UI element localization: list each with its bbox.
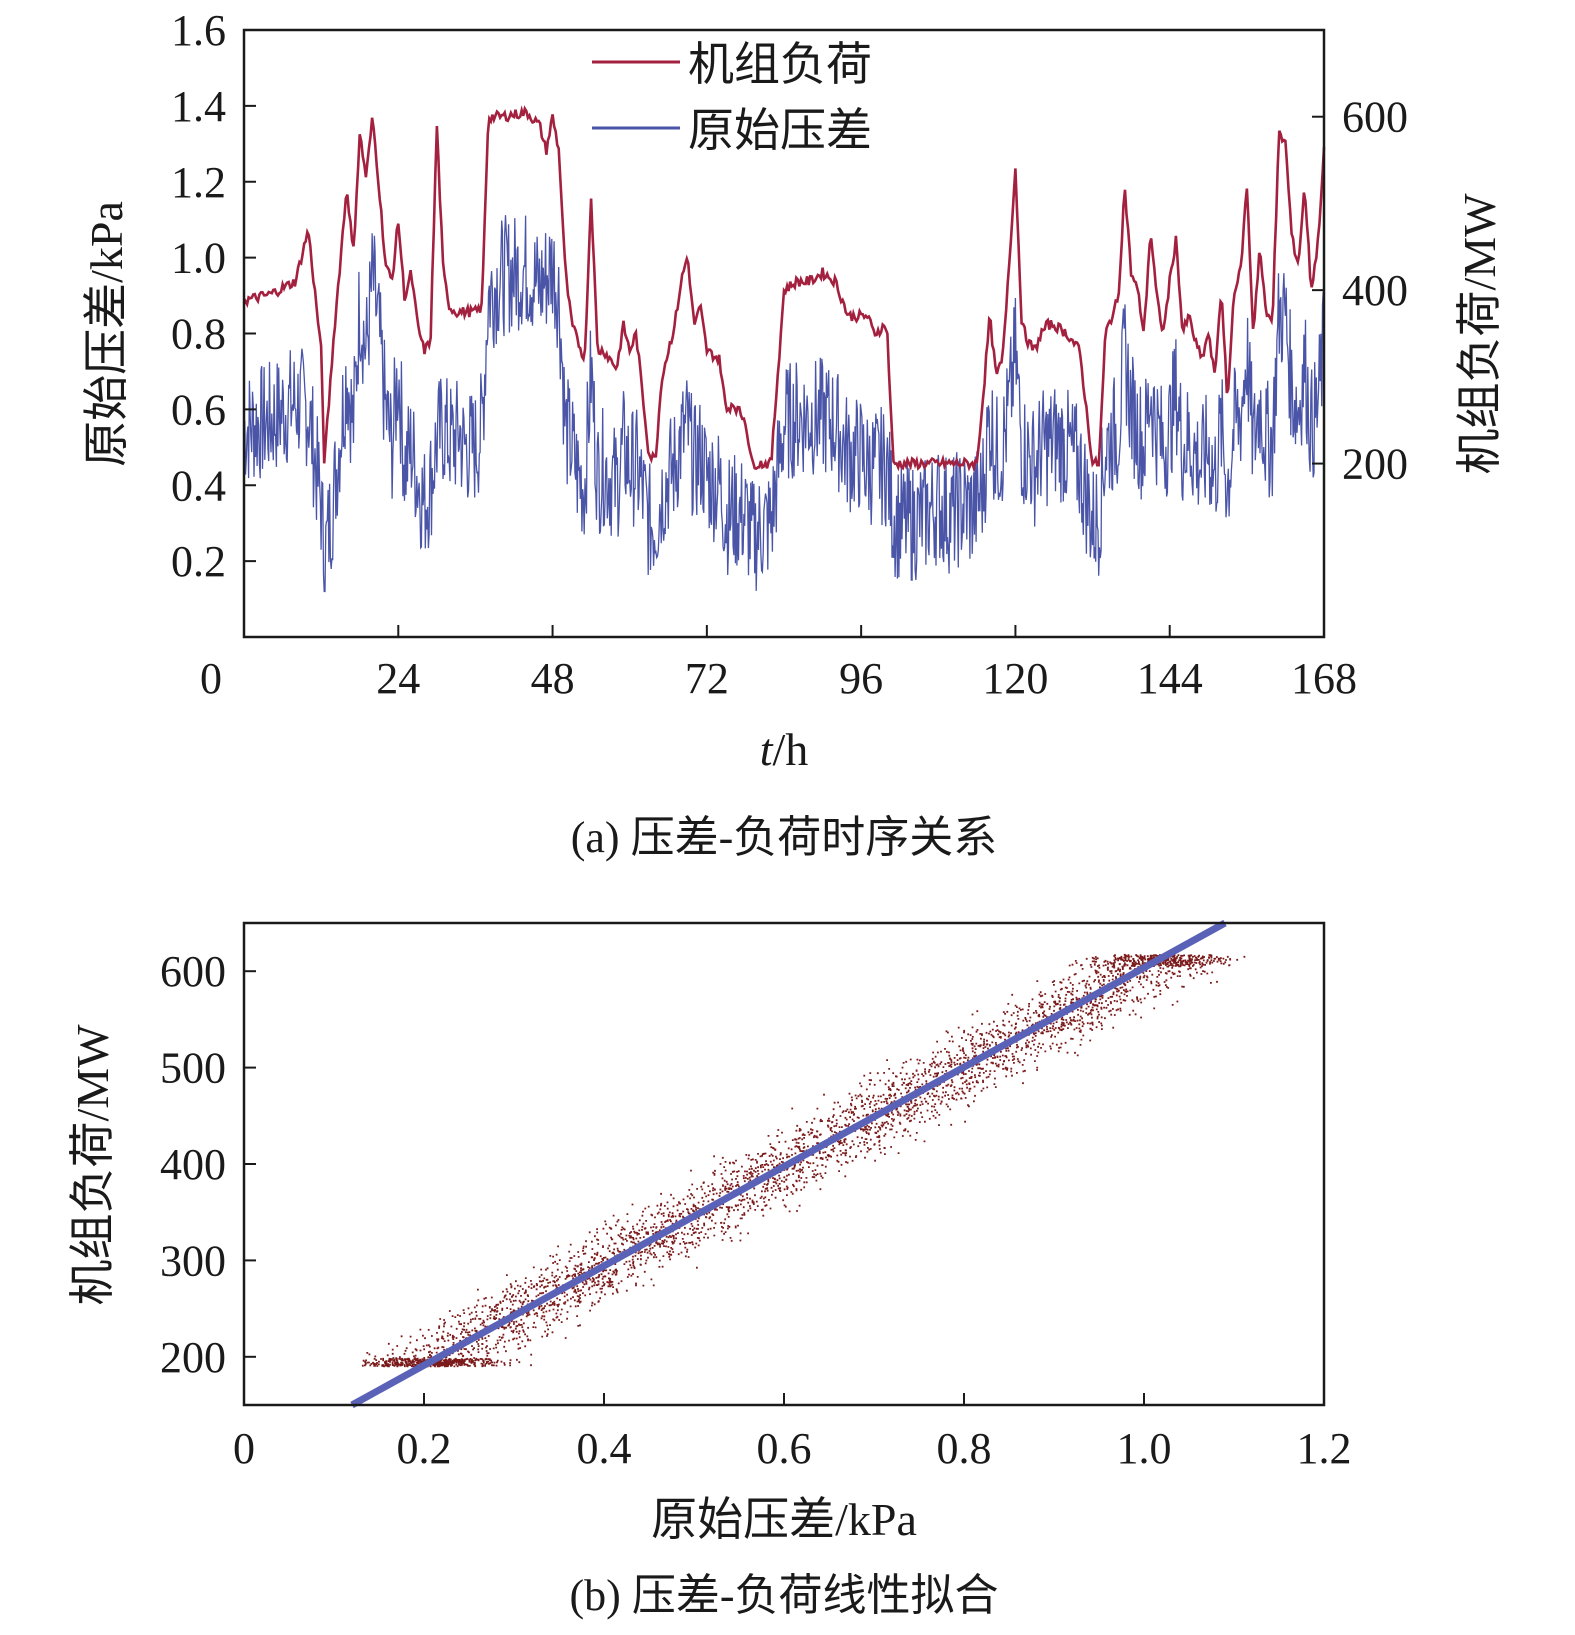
- y-left-tick-label: 0.8: [171, 310, 226, 359]
- panel-a-x-ticks: 0 24 48 72 96 120 144 168: [200, 625, 1357, 703]
- panel-b-scatter-points: [361, 953, 1246, 1368]
- x-tick-label: 168: [1291, 654, 1357, 703]
- panel-a-time-series: 0 24 48 72 96 120 144 168 0.2 0.4 0.6 0.8 1.0 1.2 1.4…: [81, 6, 1505, 862]
- x-tick-label: 0.8: [937, 1424, 992, 1473]
- x-tick-label: 120: [982, 654, 1048, 703]
- y-left-tick-label: 1.2: [171, 158, 226, 207]
- x-tick-label: 0.2: [397, 1424, 452, 1473]
- panel-b-fit-line: [350, 919, 1227, 1409]
- panel-b-y-ticks: 200 300 400 500 600: [160, 947, 256, 1382]
- panel-a-y-left-ticks: 0.2 0.4 0.6 0.8 1.0 1.2 1.4 1.6: [171, 6, 256, 586]
- y-left-tick-label: 1.6: [171, 6, 226, 55]
- series-line-pressure-difference: [243, 215, 1325, 593]
- y-left-tick-label: 1.0: [171, 234, 226, 283]
- x-tick-label: 24: [376, 654, 420, 703]
- x-tick-label: 1.0: [1117, 1424, 1172, 1473]
- x-tick-label: 0: [200, 654, 222, 703]
- panel-a-x-label-unit: /h: [773, 724, 809, 775]
- panel-a-y-left-label: 原始压差/kPa: [81, 201, 132, 467]
- y-left-tick-label: 0.4: [171, 461, 226, 510]
- panel-a-caption: (a) 压差-负荷时序关系: [571, 813, 998, 862]
- y-right-tick-label: 600: [1342, 93, 1408, 142]
- panel-b-x-ticks: 0 0.2 0.4 0.6 0.8 1.0 1.2: [233, 1393, 1352, 1473]
- panel-b-linear-fit: 0 0.2 0.4 0.6 0.8 1.0 1.2 200 300 400 500 600 机组负荷…: [67, 919, 1352, 1620]
- y-tick-label: 600: [160, 947, 226, 996]
- x-tick-label: 48: [531, 654, 575, 703]
- y-tick-label: 400: [160, 1140, 226, 1189]
- panel-a-series-group: [242, 105, 1326, 593]
- panel-b-x-label: 原始压差/kPa: [651, 1494, 917, 1545]
- panel-a-y-right-ticks: 200 400 600: [1312, 93, 1408, 489]
- series-line-unit-load: [242, 105, 1326, 473]
- y-tick-label: 500: [160, 1044, 226, 1093]
- y-left-tick-label: 1.4: [171, 82, 226, 131]
- scatter-point-cloud: [361, 953, 1246, 1368]
- legend-label-dp: 原始压差: [688, 105, 872, 156]
- legend-label-load: 机组负荷: [688, 39, 872, 90]
- panel-b-caption: (b) 压差-负荷线性拟合: [570, 1571, 999, 1620]
- panel-a-x-label: t/h: [760, 724, 809, 775]
- panel-a-x-label-italic: t: [760, 724, 774, 775]
- x-tick-label: 0.6: [757, 1424, 812, 1473]
- y-tick-label: 200: [160, 1333, 226, 1382]
- x-tick-label: 0.4: [577, 1424, 632, 1473]
- y-left-tick-label: 0.6: [171, 385, 226, 434]
- y-right-tick-label: 400: [1342, 266, 1408, 315]
- x-tick-label: 0: [233, 1424, 255, 1473]
- panel-a-y-right-label: 机组负荷/MW: [1454, 193, 1505, 475]
- y-right-tick-label: 200: [1342, 440, 1408, 489]
- x-tick-label: 144: [1137, 654, 1203, 703]
- x-tick-label: 72: [685, 654, 729, 703]
- x-tick-label: 96: [839, 654, 883, 703]
- y-left-tick-label: 0.2: [171, 537, 226, 586]
- y-tick-label: 300: [160, 1236, 226, 1285]
- x-tick-label: 1.2: [1297, 1424, 1352, 1473]
- panel-a-legend: 机组负荷 原始压差: [592, 39, 872, 156]
- panel-b-y-label: 机组负荷/MW: [67, 1024, 118, 1306]
